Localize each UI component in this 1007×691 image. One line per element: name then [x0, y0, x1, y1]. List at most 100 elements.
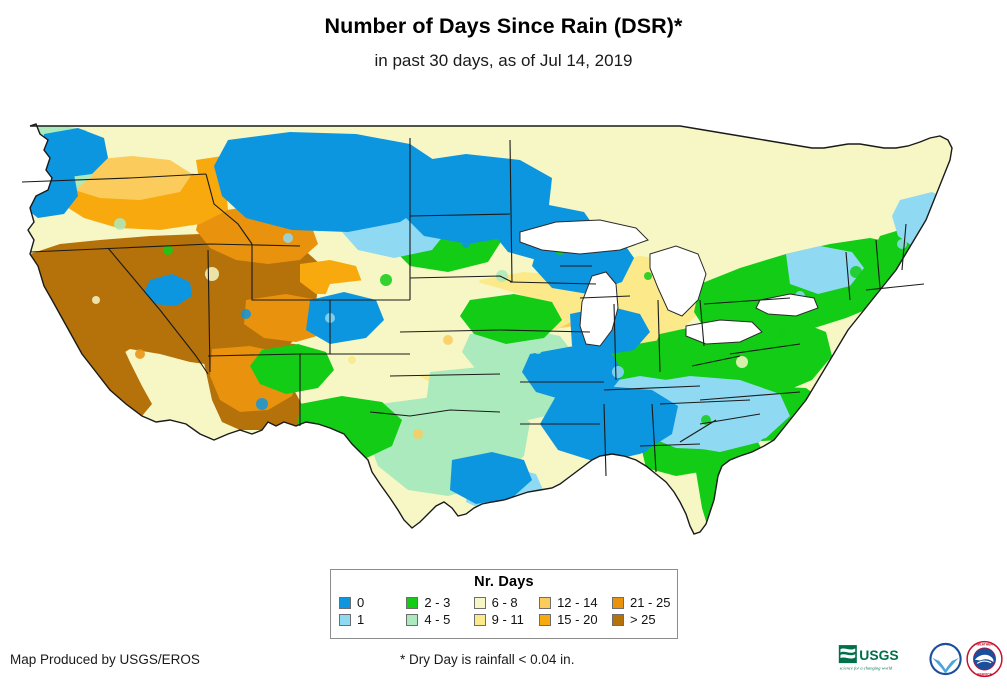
legend-grid: 0 1 2 - 3 4 - 5 6 - 8 9 — [331, 590, 677, 628]
patch-nm-23 — [250, 344, 334, 394]
nws-logo: WEATHER SERVICE — [966, 640, 1003, 678]
patch-ne-green — [460, 294, 562, 344]
page-title: Number of Days Since Rain (DSR)* — [324, 14, 683, 38]
lake-huron — [649, 245, 707, 317]
us-dsr-choropleth-map — [0, 104, 1007, 559]
patch-la-ms-0 — [552, 406, 662, 462]
legend-item-3[interactable]: 4 - 5 — [406, 611, 467, 628]
legend-item-4[interactable]: 6 - 8 — [473, 594, 533, 611]
legend-label-4: 6 - 8 — [491, 595, 518, 610]
legend-swatch-6 — [539, 596, 552, 609]
border-ks-ok — [389, 373, 501, 377]
lake-michigan — [579, 271, 619, 347]
border-ne-ks — [399, 329, 501, 333]
border-oh-pa — [699, 299, 705, 347]
border-nd-mn — [509, 139, 513, 283]
legend-swatch-5 — [473, 613, 486, 626]
legend-label-2: 2 - 3 — [424, 595, 451, 610]
border-wv-va — [691, 355, 741, 367]
usgs-logo: USGS science for a changing world — [838, 645, 899, 671]
border-nh-me — [901, 223, 907, 271]
conus-outline — [27, 123, 953, 535]
lake-erie — [685, 319, 763, 345]
legend-item-8[interactable]: 21 - 25 — [611, 594, 677, 611]
legend-item-2[interactable]: 2 - 3 — [406, 594, 467, 611]
border-or-ca-nv — [29, 243, 301, 253]
legend-item-1[interactable]: 1 — [339, 611, 400, 628]
patch-montana-0 — [214, 132, 440, 232]
legend-item-5[interactable]: 9 - 11 — [473, 611, 533, 628]
patch-ok-45 — [426, 366, 560, 426]
legend-label-8: 21 - 25 — [629, 595, 671, 610]
legend-column-1: 0 1 — [339, 594, 400, 628]
legend-label-5: 9 - 11 — [491, 612, 524, 627]
legend-column-3: 6 - 8 9 - 11 — [473, 594, 533, 628]
legend-label-7: 15 - 20 — [557, 612, 598, 627]
legend-column-2: 2 - 3 4 - 5 — [406, 594, 467, 628]
border-ma-ct — [865, 283, 925, 291]
border-va-nc — [699, 391, 801, 401]
agency-logos: USGS science for a changing world noaa W… — [838, 637, 1003, 681]
svg-text:science for a changing world: science for a changing world — [840, 666, 893, 671]
legend-swatch-9 — [611, 613, 624, 626]
legend-label-0: 0 — [357, 595, 365, 610]
legend-item-9[interactable]: > 25 — [611, 611, 677, 628]
legend-label-1: 1 — [357, 612, 365, 627]
legend-swatch-4 — [473, 596, 486, 609]
border-mt-wy — [251, 244, 410, 301]
border-pa-ny — [703, 297, 791, 305]
legend-swatch-1 — [339, 613, 351, 626]
border-ky-tn — [603, 385, 701, 391]
legend-column-5: 21 - 25 > 25 — [611, 594, 677, 628]
svg-text:noaa: noaa — [940, 649, 951, 654]
legend-swatch-3 — [406, 613, 419, 626]
border-ms-al — [603, 403, 607, 477]
patch-california-valley — [34, 259, 152, 416]
border-id-mt — [205, 173, 253, 245]
border-nc-sc — [699, 413, 761, 425]
border-wi-il — [579, 295, 631, 299]
border-ok-tx — [369, 409, 501, 417]
lake-superior — [519, 219, 649, 255]
svg-text:SERVICE: SERVICE — [977, 673, 992, 677]
title-block: Number of Days Since Rain (DSR)* in past… — [0, 0, 1007, 71]
border-mn-ia — [509, 281, 597, 285]
legend-swatch-8 — [611, 596, 624, 609]
legend-title: Nr. Days — [474, 574, 534, 590]
noaa-logo: noaa — [929, 642, 962, 676]
patch-texasgulf-0 — [450, 452, 532, 504]
page-subtitle: in past 30 days, as of Jul 14, 2019 — [374, 51, 633, 70]
map-credit: Map Produced by USGS/EROS — [10, 652, 200, 667]
state-boundaries — [21, 123, 953, 535]
border-tn-nc — [659, 399, 751, 405]
border-al-ga — [651, 403, 657, 473]
patch-wa-0 — [42, 128, 108, 178]
dry-day-footnote: * Dry Day is rainfall < 0.04 in. — [400, 652, 575, 667]
border-ia-mo — [499, 329, 591, 333]
border-sd-ne — [409, 275, 513, 283]
legend-column-4: 12 - 14 15 - 20 — [539, 594, 606, 628]
svg-text:WEATHER: WEATHER — [976, 642, 993, 646]
patch-ark-0 — [522, 346, 624, 402]
legend-swatch-0 — [339, 596, 351, 609]
svg-text:USGS: USGS — [859, 647, 898, 663]
legend-swatch-7 — [539, 613, 552, 626]
legend-item-7[interactable]: 15 - 20 — [539, 611, 606, 628]
patch-nevada-core — [96, 266, 266, 356]
map-legend: Nr. Days 0 1 2 - 3 4 - 5 — [330, 569, 678, 639]
map-raster-layer — [28, 124, 952, 534]
border-ga-fl — [639, 443, 701, 447]
patch-ga-1 — [664, 398, 776, 452]
border-ca-nv — [107, 247, 209, 375]
map-svg — [21, 123, 953, 535]
border-az-ut — [207, 353, 301, 357]
border-il-in — [613, 303, 617, 381]
border-ny-vt-nh — [845, 251, 851, 301]
patch-utah-blue — [144, 274, 192, 306]
legend-label-9: > 25 — [629, 612, 656, 627]
legend-item-6[interactable]: 12 - 14 — [539, 594, 606, 611]
border-wa-or — [21, 173, 207, 183]
border-in-oh — [657, 299, 661, 373]
legend-item-0[interactable]: 0 — [339, 594, 400, 611]
legend-swatch-2 — [406, 596, 419, 609]
